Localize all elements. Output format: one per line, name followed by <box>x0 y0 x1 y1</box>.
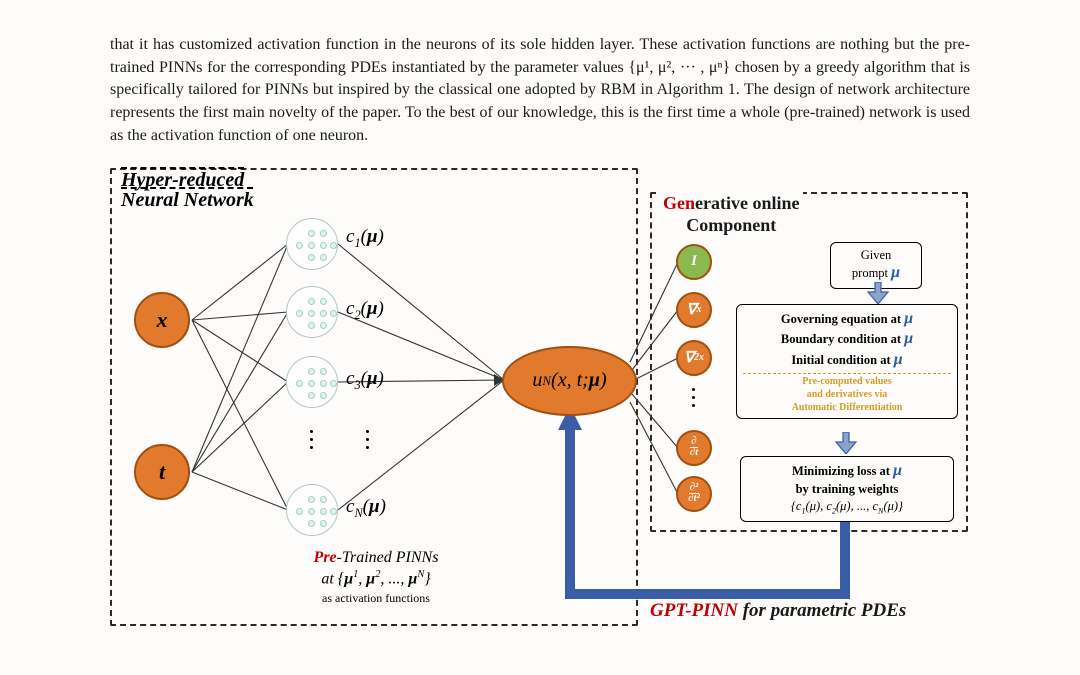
hidden-node-N <box>286 484 338 536</box>
figure: Hyper-reduced Neural Network Generative … <box>110 162 970 632</box>
hidden-node-3 <box>286 356 338 408</box>
output-node: uN(x, t; μ) <box>502 346 637 416</box>
hidden-node-1 <box>286 218 338 270</box>
hidden-label-c2: c2(μ) <box>346 298 384 323</box>
hidden-node-2 <box>286 286 338 338</box>
hidden-vdots <box>310 430 313 449</box>
deriv-dt2: ∂²∂t² <box>676 476 712 512</box>
deriv-vdots <box>692 388 695 407</box>
input-node-t: t <box>134 444 190 500</box>
deriv-I: I <box>676 244 712 280</box>
pretrain-caption: Pre-Trained PINNs at {μ1, μ2, ..., μN} a… <box>266 548 486 607</box>
page: that it has customized activation functi… <box>0 0 1080 675</box>
paragraph-text: that it has customized activation functi… <box>110 34 970 148</box>
hidden-label-vdots <box>366 430 369 449</box>
deriv-gradx: ∇x <box>676 292 712 328</box>
deriv-dt: ∂∂t <box>676 430 712 466</box>
arrow-gov-to-loss <box>834 432 858 454</box>
arrow-prompt-to-gov <box>866 282 890 304</box>
governing-box: Governing equation at μ Boundary conditi… <box>736 304 958 419</box>
bottom-caption: GPT-PINN for parametric PDEs <box>650 600 906 622</box>
input-node-x: x <box>134 292 190 348</box>
hidden-label-c3: c3(μ) <box>346 368 384 393</box>
deriv-gradx2: ∇2x <box>676 340 712 376</box>
hidden-label-cN: cN(μ) <box>346 496 386 521</box>
loss-box: Minimizing loss at μ by training weights… <box>740 456 954 522</box>
hidden-label-c1: c1(μ) <box>346 226 384 251</box>
